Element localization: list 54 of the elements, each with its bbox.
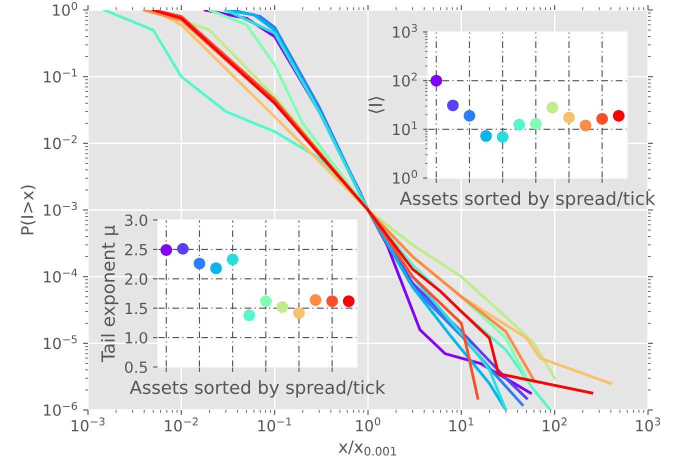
y-tick-label: 1.0	[126, 332, 148, 344]
y-tick-label: 2.5	[125, 244, 147, 256]
x-tick-label: 10$^{−1}$	[258, 418, 292, 432]
y-tick-label: 10$^{−3}$	[44, 202, 77, 216]
point	[580, 120, 592, 132]
point	[612, 110, 625, 122]
point	[243, 309, 256, 322]
point	[310, 294, 322, 306]
y-tick-label: 10$^{−2}$	[44, 135, 77, 150]
point	[430, 74, 442, 86]
point	[342, 295, 355, 307]
x-axis-title: x/x$_{0.001}$	[338, 440, 396, 456]
y-axis-title: Tail exponent μ	[100, 225, 118, 362]
y-tick-label: 10$^{−6}$	[44, 402, 78, 416]
y-tick-label: 10$^{0}$	[393, 170, 418, 184]
x-tick-label: 10$^{0}$	[356, 417, 380, 432]
point	[530, 118, 542, 130]
point	[194, 258, 206, 270]
x-tick-label: 10$^{3}$	[636, 417, 660, 432]
y-axis-title: P(I>x)	[20, 186, 36, 234]
point	[260, 295, 272, 307]
x-tick-label: 10$^{−2}$	[165, 417, 198, 432]
point	[447, 100, 459, 112]
y-tick-label: 10$^{2}$	[393, 72, 417, 87]
y-tick-label: 0.5	[124, 361, 147, 374]
point	[464, 110, 476, 122]
x-tick-label: 10$^{−3}$	[72, 417, 105, 432]
y-tick-label: 10$^{−4}$	[44, 268, 78, 283]
y-tick-label: 1.5	[126, 302, 147, 314]
point	[160, 244, 172, 256]
point	[496, 131, 508, 143]
point	[210, 262, 222, 274]
y-tick-label: 10$^{−1}$	[44, 68, 77, 83]
y-tick-label: 2.0	[125, 273, 148, 285]
point	[480, 130, 492, 142]
point	[596, 112, 608, 125]
y-tick-label: 10$^{−5}$	[44, 335, 77, 350]
x-axis-title: Assets sorted by spread/tick	[400, 191, 656, 209]
point	[226, 254, 238, 266]
point	[293, 307, 305, 319]
y-axis-title: ⟨I⟩	[368, 96, 384, 114]
point	[326, 295, 338, 307]
point	[276, 301, 288, 313]
y-tick-label: 10$^{1}$	[393, 121, 417, 136]
x-tick-label: 10$^{1}$	[450, 418, 474, 432]
y-tick-label: 10$^{0}$	[53, 2, 78, 16]
point	[546, 102, 558, 114]
point	[563, 112, 575, 124]
y-tick-label: 10$^{3}$	[393, 24, 417, 38]
point	[513, 118, 526, 130]
x-axis-title: Assets sorted by spread/tick	[130, 380, 386, 398]
point	[177, 243, 189, 255]
y-tick-label: 3.0	[125, 214, 148, 226]
x-tick-label: 10$^{2}$	[542, 417, 567, 432]
